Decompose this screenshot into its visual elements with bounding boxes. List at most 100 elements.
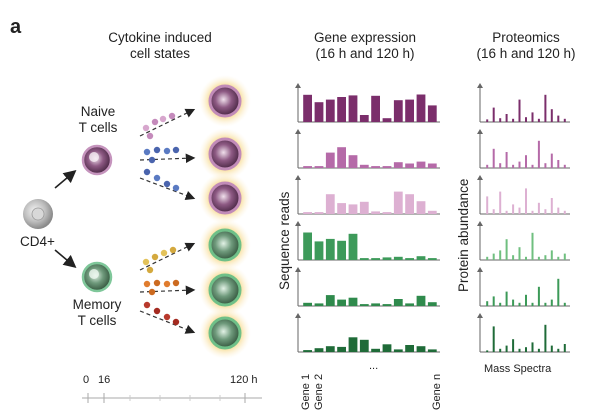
protein-axis-arrow-2 <box>477 129 483 134</box>
protein-bar-r1-8 <box>531 112 534 122</box>
gene-bar-r3-6 <box>359 201 369 214</box>
gene-bar-r6-11 <box>416 346 426 352</box>
gene-bar-r5-12 <box>427 302 437 306</box>
gene-bar-r4-12 <box>427 258 437 260</box>
gene-bar-r6-12 <box>427 349 437 352</box>
protein-bar-r3-6 <box>518 207 521 214</box>
gene-bar-r5-4 <box>337 299 346 306</box>
protein-bar-r3-9 <box>537 202 540 214</box>
memory-label-line2: T cells <box>77 312 117 328</box>
protein-bar-r3-7 <box>525 188 527 214</box>
gene-bar-r4-8 <box>382 257 392 260</box>
gene-bar-r2-9 <box>393 162 403 168</box>
protein-bar-r4-7 <box>525 256 527 260</box>
protein-bar-r6-11 <box>550 345 553 352</box>
header-proteomics: Proteomics (16 h and 120 h) <box>466 30 586 61</box>
gene-bar-r6-10 <box>405 345 414 352</box>
gene-bar-r3-2 <box>314 212 324 214</box>
gene-bar-r2-5 <box>348 155 358 168</box>
gene-bar-r5-10 <box>405 303 414 306</box>
gene-bar-r2-6 <box>359 164 369 168</box>
protein-bar-r5-6 <box>518 302 521 306</box>
protein-bar-r5-11 <box>550 299 553 306</box>
protein-bar-r4-8 <box>531 232 534 260</box>
protein-bar-r6-1 <box>486 350 489 352</box>
gene-bar-r5-5 <box>348 297 358 306</box>
protein-bar-r1-1 <box>486 119 489 122</box>
timeline-120-label: 120 h <box>230 374 258 386</box>
gene-bar-r4-10 <box>405 258 414 260</box>
protein-bar-r2-6 <box>518 161 521 168</box>
protein-bar-r6-7 <box>525 347 527 352</box>
protein-bar-r2-13 <box>563 164 566 168</box>
gene-bar-r6-1 <box>303 350 312 352</box>
gene-bar-r4-1 <box>303 232 312 260</box>
protein-bar-r1-7 <box>525 117 527 122</box>
gene-2-label: Gene 2 <box>313 373 325 410</box>
protein-axis-arrow-6 <box>477 313 483 318</box>
gene-bar-r3-12 <box>427 210 437 214</box>
naive-cell-highlight <box>89 152 99 162</box>
gene-bar-r3-11 <box>416 201 426 214</box>
gene-bar-r4-3 <box>325 238 335 260</box>
protein-bar-r2-4 <box>505 152 508 168</box>
protein-bar-r1-2 <box>492 107 495 122</box>
gene-axis-arrow-4 <box>295 221 301 226</box>
gene-bar-r5-8 <box>382 304 392 306</box>
mass-spectra-label: Mass Spectra <box>484 363 552 375</box>
gene-bar-r1-1 <box>303 94 312 122</box>
gene-bar-r6-6 <box>359 339 369 352</box>
gene-bar-r1-2 <box>314 102 324 122</box>
protein-bar-r1-4 <box>505 114 508 122</box>
protein-bar-r2-8 <box>531 164 534 168</box>
gene-axis-arrow-2 <box>295 129 301 134</box>
naive-label-line2: T cells <box>78 119 118 135</box>
gene-bar-r1-3 <box>325 99 335 122</box>
protein-bar-r4-12 <box>557 256 560 260</box>
header-gene-line1: Gene expression <box>313 30 417 45</box>
protein-bar-r2-12 <box>557 160 560 168</box>
protein-bar-r1-11 <box>550 109 553 122</box>
protein-bar-r5-5 <box>512 299 515 306</box>
protein-bar-r4-4 <box>505 239 508 260</box>
cd4-cell-nucleus <box>31 207 45 221</box>
header-prot-line1: Proteomics <box>492 30 560 45</box>
gene-bar-r4-7 <box>371 258 380 260</box>
header-cytokine-line2: cell states <box>129 45 191 61</box>
gene-bar-r3-7 <box>371 211 380 214</box>
gene-axis-arrow-5 <box>295 267 301 272</box>
gene-bar-r3-5 <box>348 204 358 214</box>
gene-ellipsis: ... <box>369 360 379 372</box>
gene-bar-r5-9 <box>393 299 403 306</box>
gene-bar-r3-4 <box>337 203 346 214</box>
header-gene-expression: Gene expression (16 h and 120 h) <box>300 30 430 61</box>
protein-bar-r5-9 <box>537 286 540 306</box>
protein-bar-r5-2 <box>492 296 495 306</box>
gene-bar-r2-3 <box>325 152 335 168</box>
gene-bar-r3-9 <box>393 191 403 214</box>
protein-bar-r5-4 <box>505 291 508 306</box>
gene-bar-r4-4 <box>337 240 346 260</box>
naive-label-line1: Naive <box>80 104 116 119</box>
protein-bar-r5-8 <box>531 302 534 306</box>
memory-label: Memory T cells <box>60 297 134 328</box>
arrow-to-naive <box>54 169 77 189</box>
protein-bar-r3-8 <box>531 210 534 214</box>
header-gene-line2: (16 h and 120 h) <box>315 45 415 61</box>
naive-label: Naive T cells <box>66 104 130 135</box>
induced-cell-states <box>199 75 251 359</box>
header-cytokine: Cytokine induced cell states <box>100 30 220 61</box>
protein-axis-arrow-5 <box>477 267 483 272</box>
protein-bar-r5-1 <box>486 301 489 306</box>
gene-bar-r2-8 <box>382 166 392 168</box>
header-prot-line2: (16 h and 120 h) <box>476 45 576 61</box>
gene-bar-r3-1 <box>303 212 312 214</box>
gene-bar-r2-2 <box>314 166 324 168</box>
protein-bar-r2-3 <box>499 163 502 168</box>
protein-bar-r4-2 <box>492 253 495 260</box>
gene-bar-r2-7 <box>371 166 380 168</box>
gene-bar-r1-9 <box>393 100 403 122</box>
protein-bar-r4-9 <box>537 256 540 260</box>
gene-bar-r5-11 <box>416 295 426 306</box>
